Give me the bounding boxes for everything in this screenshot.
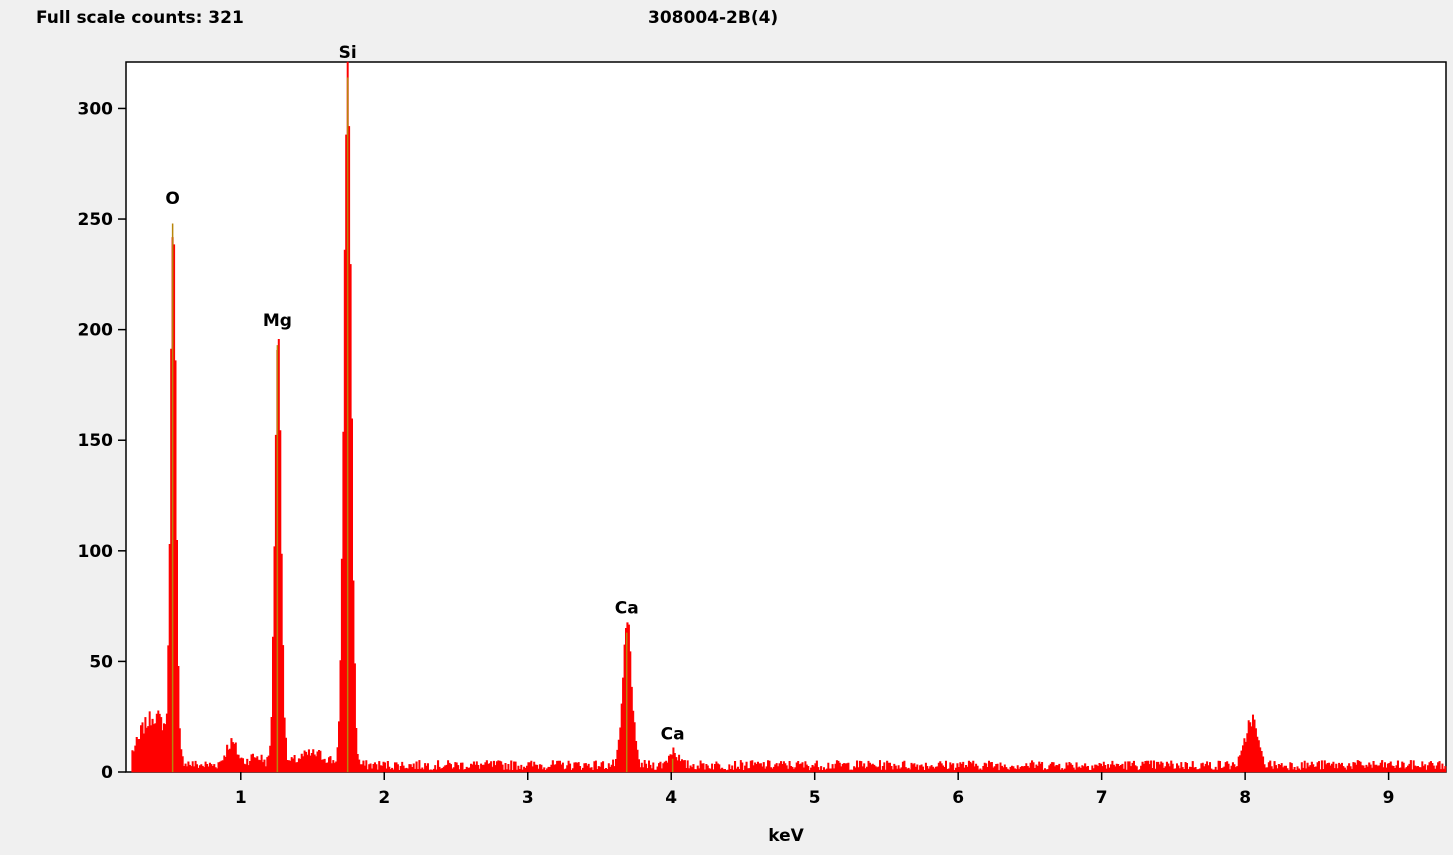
x-tick-label: 5	[809, 788, 821, 808]
x-axis-title: keV	[768, 826, 804, 846]
y-tick-label: 100	[78, 542, 114, 562]
y-tick-label: 200	[78, 321, 114, 341]
peak-label: Ca	[615, 598, 639, 618]
plot-area	[125, 61, 1447, 773]
full-scale-counts-label: Full scale counts: 321	[36, 8, 244, 28]
spectrum-series	[131, 61, 1447, 773]
y-tick-label: 300	[78, 99, 114, 119]
y-tick-label: 50	[89, 652, 113, 672]
peak-label: O	[165, 189, 179, 209]
spectrum-title: 308004-2B(4)	[648, 8, 779, 28]
peak-marker-layer	[171, 77, 674, 772]
y-tick-label: 150	[78, 431, 114, 451]
x-tick-label: 2	[378, 788, 390, 808]
x-tick-label: 8	[1239, 788, 1251, 808]
x-tick-label: 3	[522, 788, 534, 808]
spectrum-layer	[131, 61, 1447, 773]
y-tick-label: 0	[101, 763, 113, 783]
axis-layer: 0 50 100 150 200 250 300 1 2 3 4 5 6 7 8 9	[78, 99, 1395, 808]
x-tick-label: 4	[665, 788, 677, 808]
peak-label-layer: O Mg Si Ca Ca	[165, 43, 684, 744]
x-tick-label: 1	[235, 788, 247, 808]
x-tick-label: 9	[1383, 788, 1395, 808]
x-tick-label: 6	[952, 788, 964, 808]
y-tick-label: 250	[78, 210, 114, 230]
peak-label: Mg	[263, 311, 292, 331]
peak-label: Si	[339, 43, 357, 63]
x-tick-label: 7	[1096, 788, 1108, 808]
peak-label: Ca	[661, 724, 685, 744]
